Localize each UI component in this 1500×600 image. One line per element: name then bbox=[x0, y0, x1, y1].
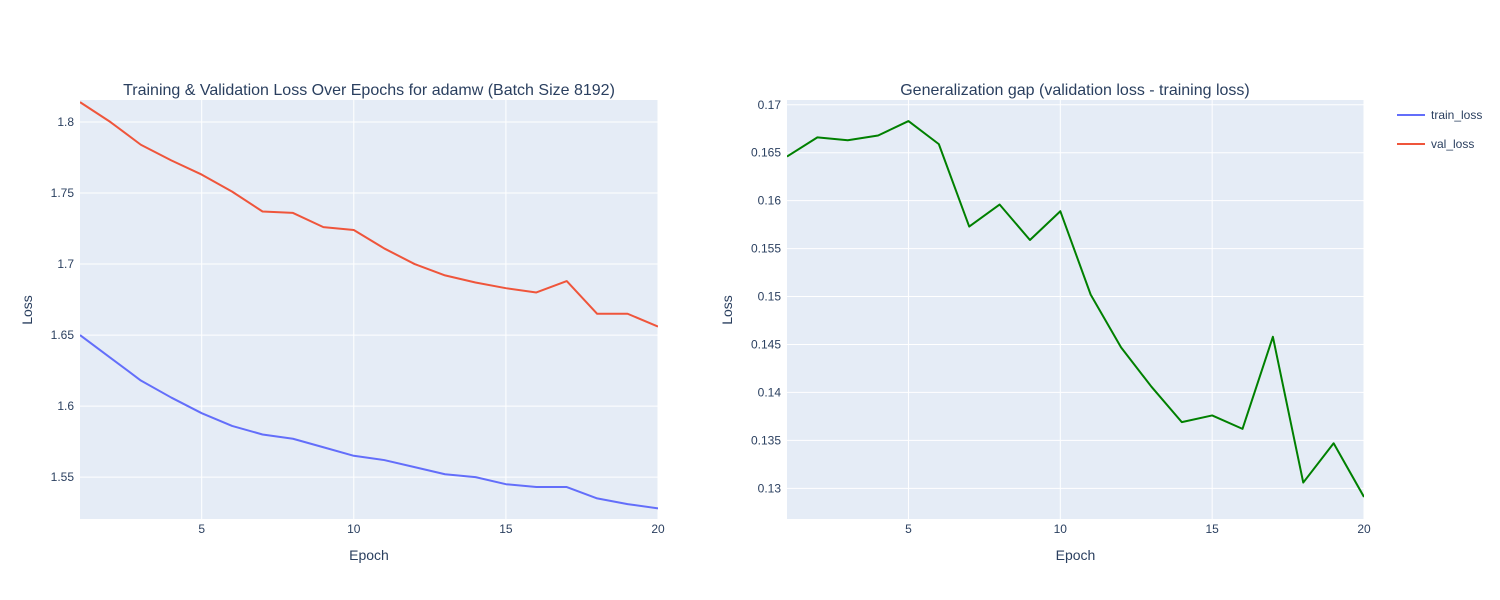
y-tick-label: 0.13 bbox=[758, 481, 782, 495]
legend: train_loss val_loss bbox=[1397, 108, 1482, 151]
y-tick-label: 1.65 bbox=[51, 328, 75, 342]
y-tick-label: 0.155 bbox=[751, 242, 781, 256]
chart-1: 5 10 15 20 1.55 1.6 1.65 1.7 1.75 1.8 Training & V… bbox=[19, 82, 665, 563]
y-tick-label: 1.75 bbox=[51, 186, 75, 200]
y-tick-label: 1.55 bbox=[51, 470, 75, 484]
legend-label: train_loss bbox=[1431, 108, 1482, 122]
y-tick-label: 0.165 bbox=[751, 146, 781, 160]
y-tick-label: 0.17 bbox=[758, 98, 782, 112]
y-tick-label: 1.6 bbox=[57, 399, 74, 413]
y-axis-title: Loss bbox=[719, 295, 735, 325]
x-axis-title: Epoch bbox=[1056, 547, 1096, 563]
x-axis-title: Epoch bbox=[349, 547, 389, 563]
x-tick-label: 15 bbox=[1205, 522, 1219, 536]
x-tick-label: 20 bbox=[1357, 522, 1371, 536]
chart-2: 5 10 15 20 0.13 0.135 0.14 0.145 0.15 0.155 0.16 0.… bbox=[719, 82, 1371, 563]
x-tick-label: 20 bbox=[651, 522, 665, 536]
series-line-gap bbox=[787, 120, 1364, 498]
x-tick-label: 5 bbox=[905, 522, 912, 536]
y-axis-title: Loss bbox=[19, 295, 35, 325]
legend-label: val_loss bbox=[1431, 137, 1474, 151]
series-line-val-loss bbox=[80, 101, 658, 328]
y-tick-label: 0.135 bbox=[751, 433, 781, 447]
y-tick-label: 0.15 bbox=[758, 290, 782, 304]
x-tick-label: 10 bbox=[347, 522, 361, 536]
chart-title: Generalization gap (validation loss - tr… bbox=[900, 82, 1250, 99]
y-tick-label: 0.14 bbox=[758, 385, 782, 399]
y-tick-label: 0.16 bbox=[758, 194, 782, 208]
plot-area bbox=[787, 100, 1364, 519]
plot-area bbox=[80, 100, 658, 519]
y-tick-label: 0.145 bbox=[751, 337, 781, 351]
x-tick-label: 5 bbox=[198, 522, 205, 536]
x-tick-label: 10 bbox=[1054, 522, 1068, 536]
chart-title: Training & Validation Loss Over Epochs f… bbox=[123, 82, 615, 99]
series-line-train-loss bbox=[80, 334, 658, 510]
x-tick-label: 15 bbox=[499, 522, 513, 536]
y-tick-label: 1.7 bbox=[57, 257, 74, 271]
y-tick-label: 1.8 bbox=[57, 115, 74, 129]
